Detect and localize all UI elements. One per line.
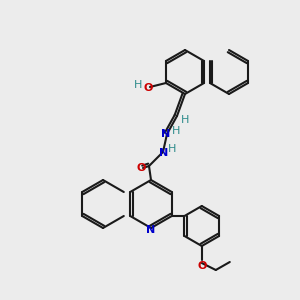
Text: N: N (146, 225, 156, 235)
Text: O: O (197, 261, 206, 271)
Text: H: H (172, 126, 180, 136)
Text: N: N (159, 148, 169, 158)
Text: H: H (181, 115, 189, 125)
Text: O: O (136, 163, 146, 173)
Text: N: N (161, 129, 171, 139)
Text: H: H (168, 144, 176, 154)
Text: H: H (134, 80, 142, 90)
Text: O: O (143, 83, 153, 93)
